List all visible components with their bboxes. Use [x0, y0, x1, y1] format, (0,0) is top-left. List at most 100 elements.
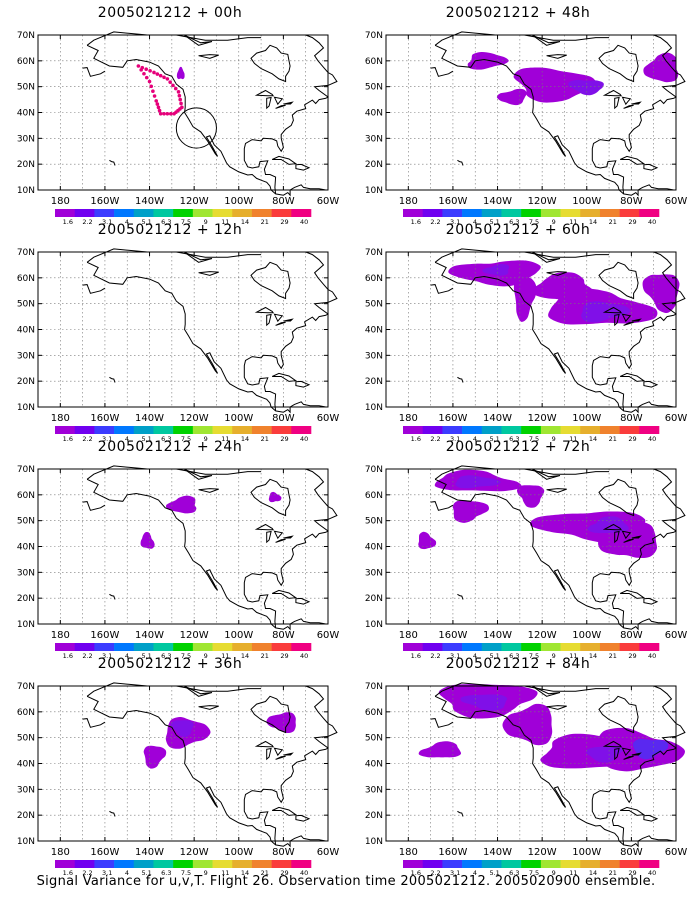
dropsonde-marker	[152, 70, 156, 75]
coastline	[86, 261, 326, 414]
coastline	[109, 159, 116, 166]
colorbar-swatch	[192, 209, 213, 217]
colorbar-swatch	[114, 643, 135, 651]
colorbar-label: 7.5	[529, 869, 539, 877]
coastline	[598, 695, 639, 734]
lat-tick-label: 70N	[17, 248, 35, 258]
colorbar-label: 11	[221, 435, 229, 443]
colorbar-label: 1.6	[63, 435, 73, 443]
colorbar-label: 21	[261, 435, 269, 443]
lon-tick-label: 80W	[620, 196, 643, 207]
colorbar-label: 2.2	[430, 652, 440, 660]
coastline	[295, 814, 311, 822]
colorbar-label: 40	[648, 435, 656, 443]
colorbar-swatch	[94, 643, 115, 651]
coastline	[82, 67, 106, 77]
dropsonde-marker	[149, 84, 154, 89]
coastline	[619, 806, 646, 816]
colorbar-swatch	[114, 426, 135, 434]
dropsonde-marker	[144, 67, 148, 72]
colorbar-label: 2.2	[82, 652, 92, 660]
colorbar-label: 14	[241, 869, 249, 877]
colorbar-label: 21	[609, 218, 617, 226]
colorbar-label: 5.1	[141, 652, 151, 660]
coastline	[598, 478, 639, 517]
map-panel: 2005021212 + 84h 70N 60N 50N 40N 30N 20N 10N 180…	[348, 656, 688, 877]
colorbar-label: 5.1	[489, 435, 499, 443]
variance-contour	[176, 66, 185, 80]
colorbar-label: 7.5	[181, 218, 191, 226]
colorbar-swatch	[501, 209, 522, 217]
colorbar-label: 11	[569, 869, 577, 877]
colorbar-label: 40	[300, 652, 308, 660]
lat-tick-label: 30N	[17, 785, 35, 795]
colorbar-swatch	[212, 426, 233, 434]
coastline	[643, 597, 659, 605]
coastline	[591, 277, 686, 411]
colorbar-label: 29	[628, 435, 636, 443]
colorbar-label: 9	[204, 652, 208, 660]
colorbar-swatch	[173, 860, 194, 868]
coastline	[457, 376, 464, 383]
colorbar-swatch	[619, 860, 640, 868]
colorbar-swatch	[442, 643, 463, 651]
lon-tick-label: 180	[51, 196, 70, 207]
lon-tick-label: 100W	[572, 196, 601, 207]
map-panel: 2005021212 + 24h 70N 60N 50N 40N 30N 20N 10N 180…	[0, 439, 340, 660]
lat-tick-label: 60N	[365, 708, 383, 718]
dropsonde-marker	[156, 105, 161, 110]
dropsonde-marker	[151, 89, 155, 93]
colorbar-swatch	[580, 643, 601, 651]
coastline	[271, 806, 298, 816]
colorbar-label: 11	[221, 869, 229, 877]
coastline	[275, 538, 286, 543]
map-panel: 2005021212 + 00h 70N 60N 50N 40N 30N 20N 10N 180…	[0, 5, 340, 226]
lon-tick-label: 80W	[272, 630, 295, 641]
colorbar-label: 1.6	[63, 869, 73, 877]
panel-title: 2005021212 + 48h	[445, 5, 591, 21]
colorbar-label: 1.6	[63, 652, 73, 660]
variance-contour	[513, 67, 597, 103]
lat-tick-label: 70N	[365, 31, 383, 41]
colorbar-label: 4	[473, 435, 477, 443]
colorbar-swatch	[153, 209, 174, 217]
map-svg: 70N 60N 50N 40N 30N 20N 10N 180 160W 140W 120W 100W…	[365, 465, 688, 660]
lon-tick-label: 120W	[528, 630, 557, 641]
coastline	[295, 380, 311, 388]
lon-tick-label: 60W	[317, 413, 340, 424]
coastline	[653, 251, 673, 279]
coastline	[283, 101, 294, 105]
colorbar-swatch	[599, 643, 620, 651]
coastline	[275, 104, 286, 109]
variance-contour	[643, 52, 679, 83]
colorbar-label: 21	[609, 652, 617, 660]
colorbar-swatch	[619, 643, 640, 651]
variance-contour	[418, 531, 437, 550]
colorbar-label: 14	[241, 218, 249, 226]
lat-tick-label: 40N	[365, 326, 383, 336]
colorbar-label: 2.2	[82, 869, 92, 877]
forecast-map: 70N 60N 50N 40N 30N 20N 10N 180 160W 140W 120W 100W…	[348, 461, 688, 660]
colorbar-label: 40	[300, 435, 308, 443]
colorbar-label: 11	[569, 218, 577, 226]
variance-contour	[170, 720, 194, 737]
colorbar-swatch	[232, 643, 253, 651]
coastline	[643, 814, 659, 822]
lon-tick-label: 120W	[528, 847, 557, 858]
coastline	[273, 530, 284, 540]
panel-title: 2005021212 + 36h	[97, 656, 243, 672]
coastline	[271, 155, 298, 165]
lon-tick-label: 60W	[665, 630, 688, 641]
colorbar-label: 9	[552, 652, 556, 660]
lon-tick-label: 160W	[90, 847, 119, 858]
colorbar-label: 7.5	[181, 652, 191, 660]
colorbar-swatch	[599, 426, 620, 434]
colorbar-swatch	[422, 209, 443, 217]
colorbar-swatch	[462, 860, 483, 868]
lon-tick-label: 140W	[135, 196, 164, 207]
coastline	[283, 752, 294, 756]
coastline	[254, 523, 275, 531]
coastline	[254, 740, 275, 748]
coastline	[183, 685, 213, 697]
colorbar-label: 11	[569, 652, 577, 660]
